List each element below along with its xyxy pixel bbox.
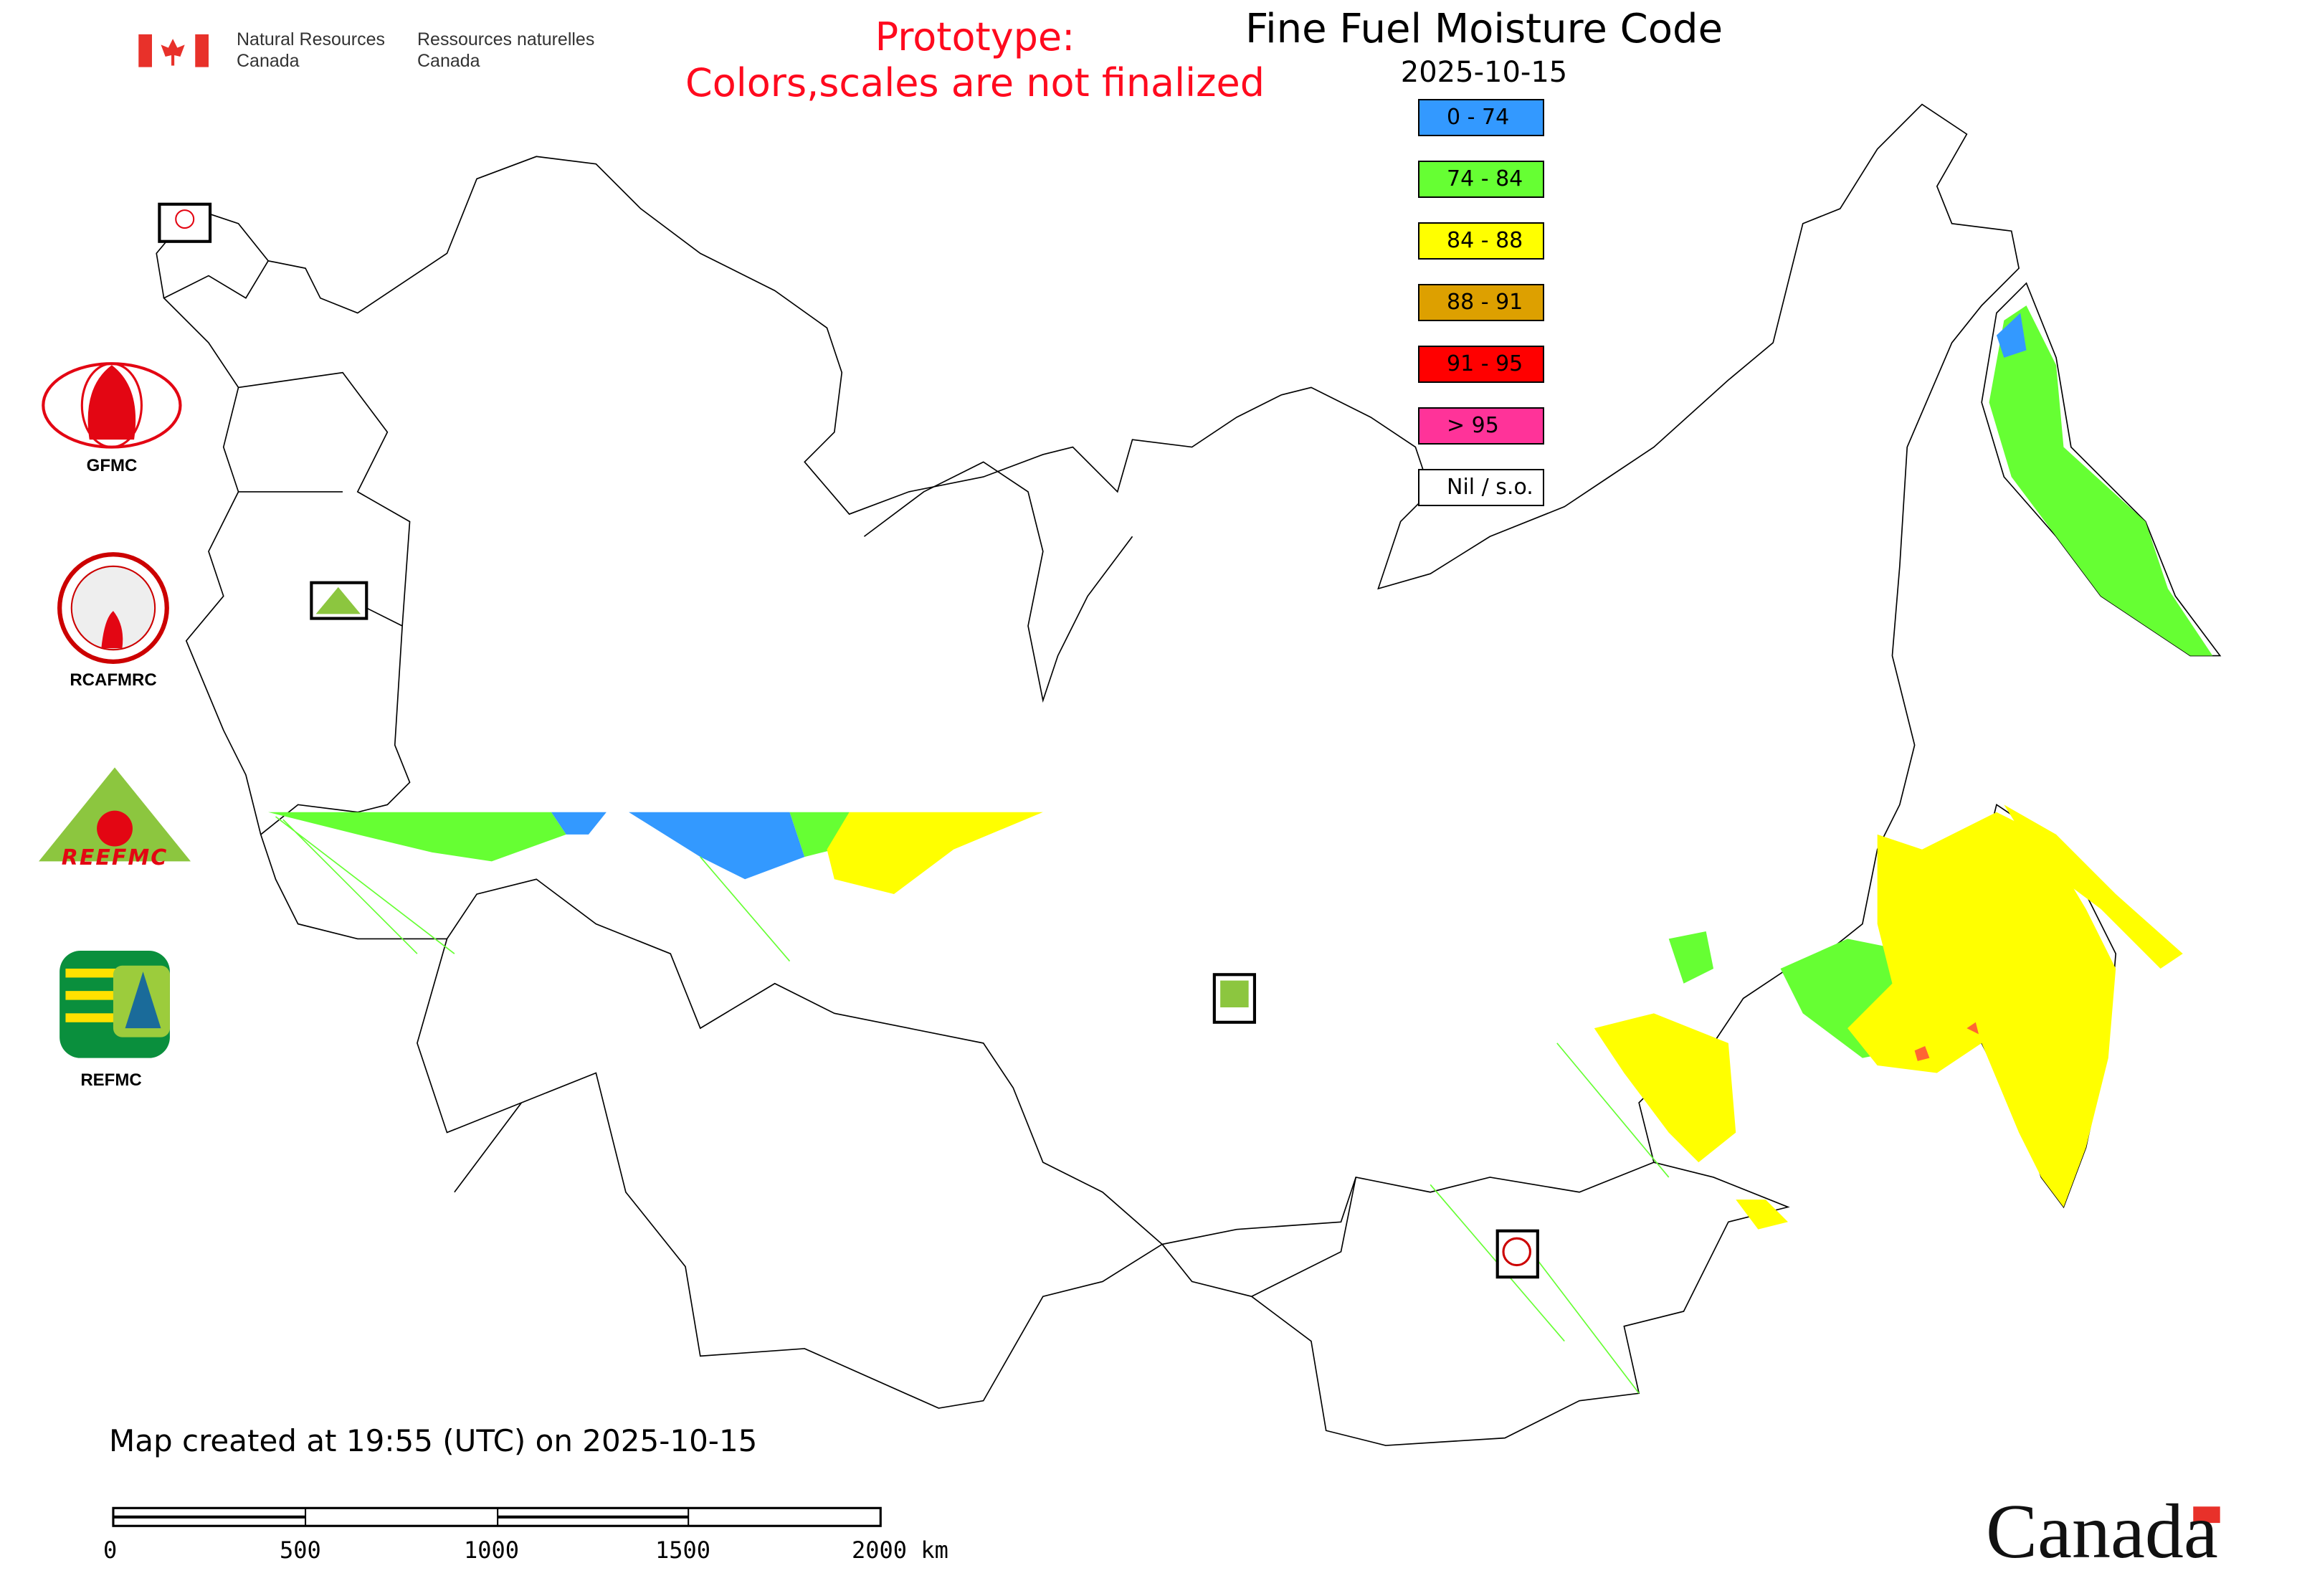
agency-en-line2: Canada (237, 51, 300, 71)
ffmc-region-baikal (1594, 1013, 1736, 1163)
outline-russia-main (163, 103, 2020, 1245)
ffmc-region-small-green (1668, 931, 1714, 984)
map-created-timestamp: Map created at 19:55 (UTC) on 2025-10-15 (109, 1423, 758, 1458)
reefmc-logo (39, 767, 191, 862)
ffmc-streaks (275, 816, 1670, 1394)
legend-item: 74 - 84 (1418, 161, 1544, 198)
ffmc-region-sakhalin (2004, 804, 2183, 969)
scale-label-1500: 1500 (655, 1536, 711, 1564)
legend-item: 84 - 88 (1418, 222, 1544, 260)
ffmc-region-red-spots (1914, 1022, 1979, 1061)
canada-wordmark: Canada (1986, 1489, 2218, 1574)
map-date: 2025-10-15 (1400, 56, 1568, 89)
agency-fr-line2: Canada (417, 51, 480, 71)
legend-item: > 95 (1418, 407, 1544, 445)
agency-en-line1: Natural Resources (237, 29, 386, 49)
ffmc-region-kamchatka-wet (1996, 313, 2027, 358)
ffmc-band-west-blue (551, 812, 607, 835)
scale-label-0: 0 (103, 1536, 118, 1564)
scale-label-1000: 1000 (464, 1536, 520, 1564)
country-borders (156, 103, 2222, 1446)
outline-novaya-zemlya (863, 461, 1133, 703)
scale-label-500: 500 (280, 1536, 321, 1564)
legend-item: 88 - 91 (1418, 284, 1544, 321)
scale-bar (112, 1506, 882, 1527)
scale-label-2000km: 2000 km (852, 1536, 948, 1564)
gfmc-label: GFMC (86, 456, 138, 475)
nrcan-signature-en: Natural Resources Canada (237, 29, 385, 72)
ffmc-data-layer (268, 305, 2213, 1394)
nrcan-signature-fr: Ressources naturelles Canada (417, 29, 594, 72)
canada-wordmark-flag (2193, 1506, 2220, 1524)
refmc-label: REFMC (80, 1070, 142, 1090)
outline-kamchatka (1981, 282, 2222, 657)
legend-item: 0 - 74 (1418, 99, 1544, 136)
legend-item: Nil / s.o. (1418, 469, 1544, 506)
legend-item: 91 - 95 (1418, 346, 1544, 383)
rcafmrc-label: RCAFMRC (70, 670, 157, 690)
ffmc-band-center-blue (629, 812, 805, 880)
prototype-line2: Colors,scales are not finalized (685, 60, 1265, 105)
ffmc-band-west-green (268, 812, 566, 862)
outline-kazakhstan (417, 939, 1163, 1409)
ffmc-region-kamchatka (1989, 305, 2213, 656)
prototype-notice: Prototype: Colors,scales are not finaliz… (645, 14, 1305, 106)
refmc-logo (60, 951, 170, 1058)
map-center-markers (158, 202, 1539, 1279)
agency-fr-line1: Ressources naturelles (417, 29, 595, 49)
ffmc-band-center-yellow (827, 812, 1043, 895)
ffmc-region-far-east-yellow (1847, 812, 2116, 1207)
outline-mongolia-china (1161, 1162, 1790, 1446)
reefmc-label: REEFMC (61, 845, 168, 870)
map-title: Fine Fuel Moisture Code (1245, 6, 1723, 52)
ffmc-region-mongolia-yellow (1736, 1200, 1788, 1230)
prototype-line1: Prototype: (875, 14, 1075, 60)
gfmc-logo (42, 362, 182, 449)
rcafmrc-logo (57, 552, 169, 664)
canada-flag-icon (138, 34, 209, 67)
